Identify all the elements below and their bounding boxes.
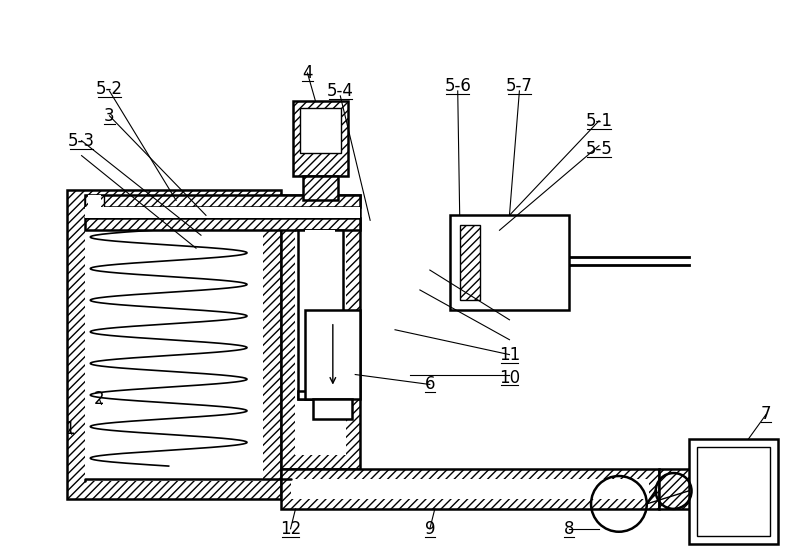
Text: 7: 7 [761,405,771,423]
Text: 8: 8 [564,520,574,538]
Text: 5-5: 5-5 [586,139,613,158]
Bar [85,208,262,481]
Bar [85,195,360,207]
Text: 5-4: 5-4 [327,82,354,100]
Bar [85,195,105,208]
Text: 12: 12 [280,520,301,538]
Bar [85,207,360,218]
Bar [298,230,343,399]
Bar [450,216,569,310]
Bar [87,195,102,208]
Bar [303,175,338,200]
Text: 11: 11 [499,346,520,363]
Bar [293,101,348,175]
Text: 5-6: 5-6 [444,77,471,95]
Bar [460,225,480,300]
Bar [306,230,335,391]
Bar [300,108,341,153]
Bar [66,190,281,499]
Bar [306,310,360,399]
Text: 5-3: 5-3 [68,132,95,150]
Bar [658,469,715,509]
Text: 2: 2 [94,390,105,408]
Text: 3: 3 [104,107,114,125]
Text: 6: 6 [425,375,435,394]
Text: 5-7: 5-7 [506,77,533,95]
Bar [85,218,360,230]
Text: 5-2: 5-2 [96,80,123,98]
Bar [281,195,360,469]
Text: 4: 4 [302,64,313,82]
Bar [697,447,770,536]
Text: 10: 10 [499,368,520,386]
Bar [294,209,346,455]
Bar [290,479,649,499]
Bar [298,391,343,399]
Bar [314,399,352,419]
Text: 1: 1 [64,420,75,438]
Bar [689,439,778,544]
Text: 9: 9 [425,520,435,538]
Text: 5-1: 5-1 [586,112,613,130]
Bar [281,469,658,509]
